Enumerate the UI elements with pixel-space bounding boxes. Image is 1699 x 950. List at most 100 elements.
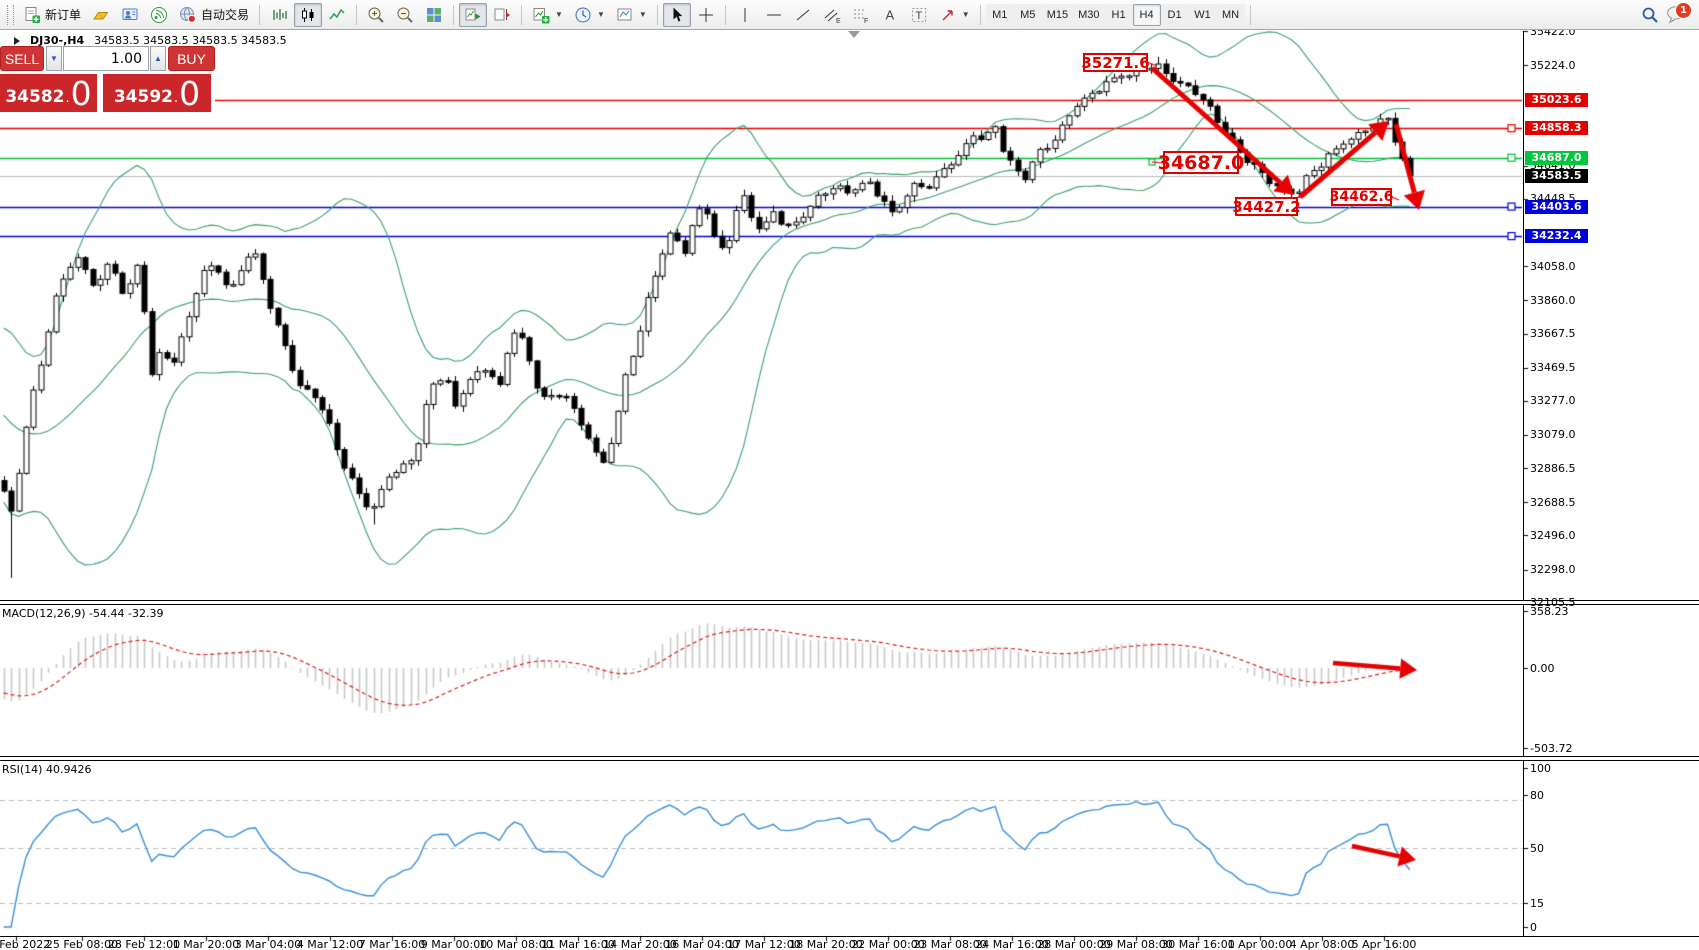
clock-icon [575, 7, 591, 22]
buy-button[interactable]: BUY [168, 46, 215, 71]
price-badge: 34687.0 [1525, 150, 1588, 165]
templates-button[interactable]: ▼ [611, 3, 652, 27]
new-chart-button[interactable]: ▼ [527, 3, 568, 27]
chevron-down-icon: ▼ [638, 10, 647, 19]
auto-scroll-button[interactable] [459, 2, 488, 27]
metaeditor-button[interactable] [116, 3, 144, 27]
scroll-position-marker[interactable] [848, 31, 860, 38]
signal-icon [151, 6, 168, 23]
text-button[interactable]: A [876, 3, 904, 27]
price-badge: 34232.4 [1525, 229, 1588, 244]
fibonacci-button[interactable]: F [847, 3, 875, 27]
toolbar-grip[interactable] [7, 4, 14, 25]
macd-indicator-label: MACD(12,26,9) -54.44 -32.39 [2, 607, 164, 620]
trendline-icon [796, 9, 810, 20]
toolbar-separator [453, 4, 455, 25]
zoom-in-icon [368, 7, 384, 23]
new-order-button[interactable]: 新订单 [18, 3, 86, 27]
periods-button[interactable]: ▼ [569, 3, 610, 27]
toolbar: 新订单 自动交易 [0, 0, 1699, 30]
trendline-button[interactable] [789, 3, 817, 27]
svg-text:A: A [885, 7, 894, 22]
time-axis-label: 18 Mar 20:00 [789, 938, 863, 950]
equidistant-channel-button[interactable]: E [818, 3, 846, 27]
timeframe-mn[interactable]: MN [1216, 3, 1245, 26]
timeframe-m5[interactable]: M5 [1013, 3, 1042, 26]
signal-button[interactable] [145, 3, 173, 27]
text-label-button[interactable]: T [905, 3, 933, 27]
lot-increase-button[interactable]: ▲ [150, 46, 166, 71]
fibonacci-icon: F [853, 9, 868, 24]
toolbar-separator [979, 4, 981, 25]
tile-windows-icon [427, 7, 442, 22]
bar-chart-button[interactable] [265, 3, 293, 27]
zoom-out-button[interactable] [391, 3, 419, 27]
timeframe-m30[interactable]: M30 [1073, 3, 1105, 26]
timeframe-h4[interactable]: H4 [1132, 3, 1161, 26]
sell-button[interactable]: SELL [0, 46, 44, 71]
timeframe-w1[interactable]: W1 [1188, 3, 1217, 26]
vertical-line-button[interactable] [731, 3, 759, 27]
timeframe-d1[interactable]: D1 [1160, 3, 1189, 26]
time-axis-label: 30 Mar 16:00 [1161, 938, 1235, 950]
sell-price-main: 34582 [5, 87, 65, 107]
rsi-axis-label: 50 [1530, 841, 1544, 855]
price-badge: 34403.6 [1525, 199, 1588, 214]
price-badge: 34858.3 [1525, 121, 1588, 136]
arrows-button[interactable]: ▼ [934, 3, 975, 27]
lot-size-input[interactable] [63, 46, 149, 71]
buy-price-panel[interactable]: 34592 . 0 [103, 74, 211, 112]
chart-shift-button[interactable] [488, 3, 516, 27]
sell-price-pip: 0 [70, 74, 92, 113]
time-axis-label: 10 Mar 08:00 [479, 938, 553, 950]
line-chart-button[interactable] [323, 3, 351, 27]
rsi-axis-label: 15 [1530, 896, 1544, 910]
chevron-down-icon: ▼ [596, 10, 605, 19]
autotrading-label: 自动交易 [201, 8, 250, 22]
new-order-icon [25, 6, 40, 23]
chart-shift-icon [494, 8, 511, 20]
sell-price-panel[interactable]: 34582 . 0 [0, 74, 97, 112]
chart-title: DJ30-,H4 34583.5 34583.5 34583.5 34583.5 [14, 34, 287, 47]
price-callout-box[interactable]: 34427.2 [1232, 197, 1301, 216]
chevron-down-icon: ▼ [555, 10, 563, 19]
gold-button[interactable] [87, 3, 115, 27]
one-click-trading-panel: SELL ▼ ▲ BUY 34582 . 0 34592 . 0 [0, 46, 215, 114]
timeframe-m1[interactable]: M1 [985, 3, 1014, 26]
price-callout-box[interactable]: 34462.6 [1329, 188, 1394, 206]
rsi-axis-label: 80 [1530, 788, 1544, 802]
price-tick-label: 33469.5 [1530, 361, 1576, 375]
price-callout-box[interactable]: 35271.6 [1081, 53, 1150, 72]
tile-windows-button[interactable] [420, 3, 448, 27]
price-tick-label: 33860.0 [1530, 293, 1576, 307]
autotrading-button[interactable]: 自动交易 [174, 3, 254, 27]
lot-decrease-button[interactable]: ▼ [46, 46, 62, 71]
templates-icon [617, 8, 632, 20]
horizontal-line-button[interactable] [760, 3, 788, 27]
crosshair-button[interactable] [692, 3, 720, 27]
price-badge: 35023.6 [1525, 92, 1588, 107]
chevron-down-icon: ▼ [961, 10, 970, 19]
time-axis-label: 17 Mar 12:00 [727, 938, 801, 950]
notifications-button[interactable]: 1 [1665, 2, 1691, 26]
price-tick-label: 32298.0 [1530, 563, 1576, 577]
search-icon[interactable] [1641, 6, 1659, 24]
timeframe-h1[interactable]: H1 [1104, 3, 1133, 26]
price-callout-box[interactable]: 34687.0 [1157, 151, 1245, 174]
panel-separator-macd[interactable] [0, 600, 1699, 605]
toolbar-separator [1249, 4, 1251, 25]
cursor-button[interactable] [662, 2, 691, 27]
zoom-in-button[interactable] [362, 3, 390, 27]
time-axis-label: 1 Apr 00:00 [1227, 938, 1293, 950]
chart-marker-icon [14, 36, 20, 45]
timeframe-m15[interactable]: M15 [1041, 3, 1074, 26]
time-axis-label: 16 Mar 04:00 [665, 938, 739, 950]
panel-separator-rsi[interactable] [0, 756, 1699, 761]
price-tick-label: 32886.5 [1530, 461, 1576, 475]
candlestick-chart-button[interactable] [294, 2, 323, 27]
toolbar-separator [724, 4, 726, 25]
time-axis-label: 24 Feb 2022 [0, 938, 51, 950]
candlestick-chart-icon [302, 7, 314, 22]
symbol-period: DJ30-,H4 [30, 34, 85, 47]
